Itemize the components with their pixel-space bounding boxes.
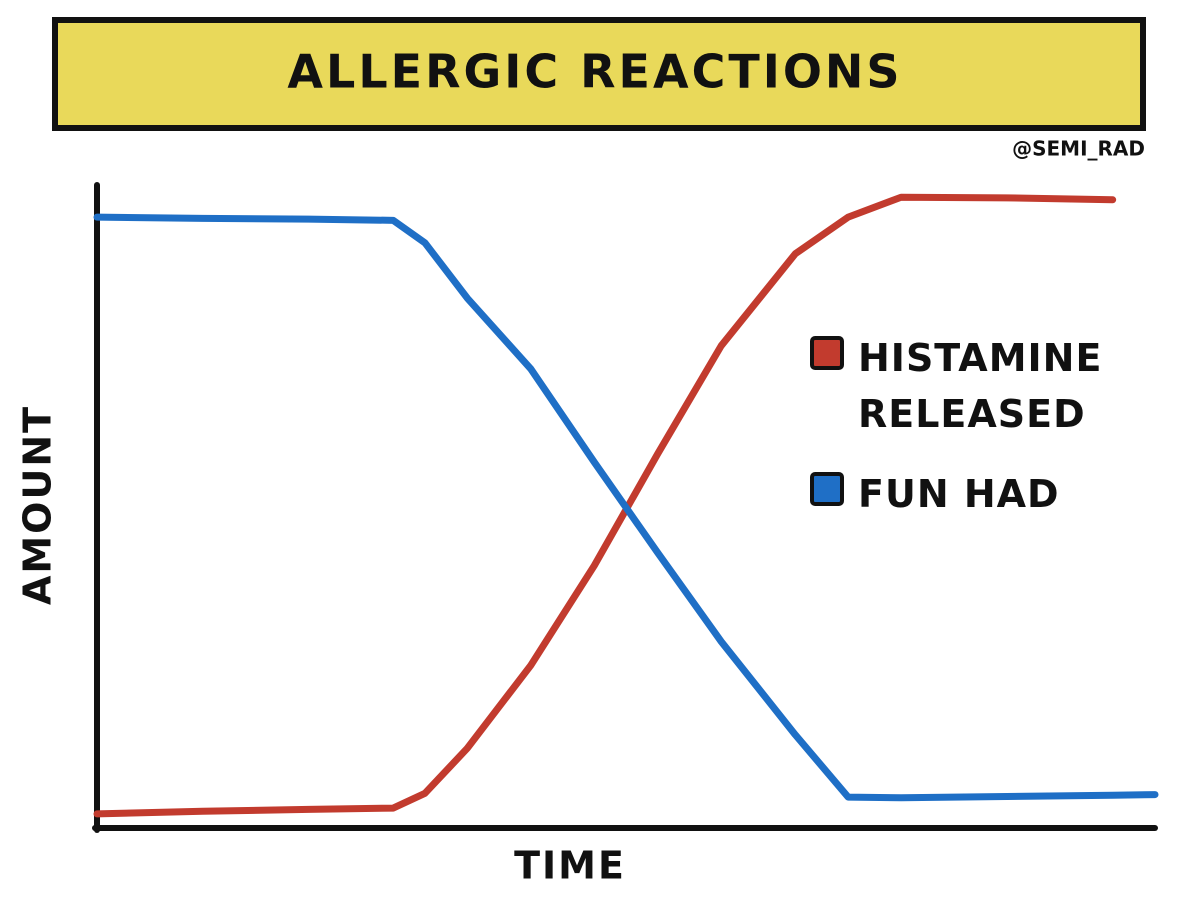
title-box — [52, 17, 1146, 131]
data-line — [93, 193, 1117, 818]
y-axis-label: AMOUNT — [16, 405, 60, 605]
legend: HISTAMINE RELEASED FUN HAD — [810, 330, 1140, 546]
legend-label: HISTAMINE RELEASED — [858, 336, 1103, 436]
legend-label: FUN HAD — [858, 472, 1060, 516]
x-axis-label: TIME — [514, 844, 626, 888]
legend-swatch — [810, 336, 844, 370]
legend-item: FUN HAD — [810, 466, 1140, 522]
legend-swatch — [810, 472, 844, 506]
data-line — [93, 213, 1159, 802]
credit: @SEMI_RAD — [1012, 137, 1145, 161]
chart-title: ALLERGIC REACTIONS — [287, 45, 902, 99]
legend-item: HISTAMINE RELEASED — [810, 330, 1140, 442]
